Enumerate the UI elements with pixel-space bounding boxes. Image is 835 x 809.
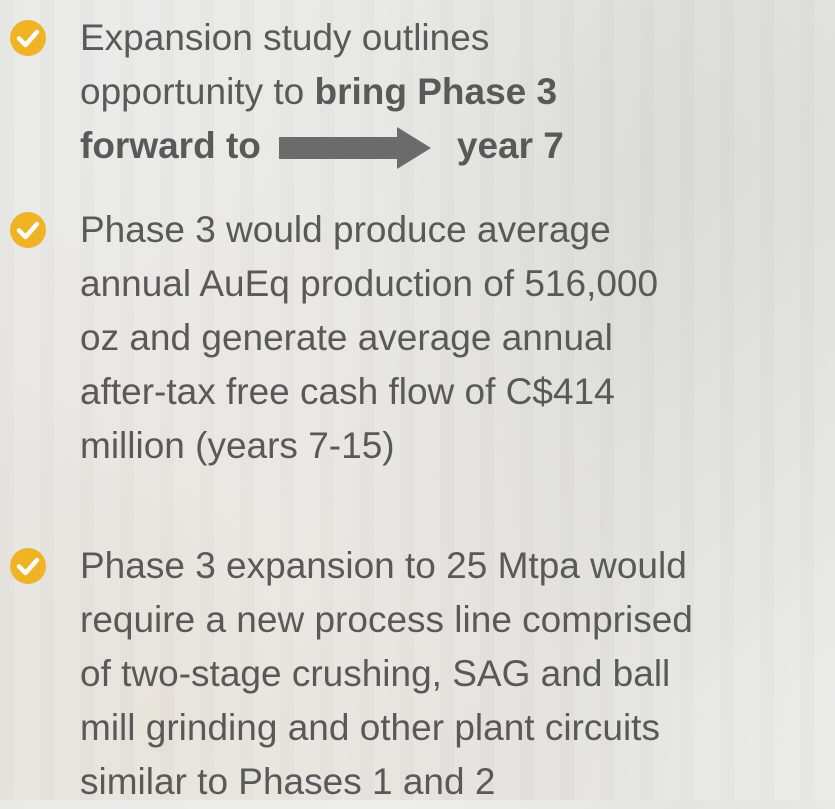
arrow	[278, 127, 431, 170]
check-icon	[10, 212, 46, 248]
text-line: after-tax free cash flow of C$414	[80, 371, 615, 412]
text-line: oz and generate average annual	[80, 317, 613, 358]
check-icon	[10, 20, 46, 56]
bold-text: year 7	[456, 125, 564, 166]
text-line: of two-stage crushing, SAG and ball	[80, 653, 671, 694]
text-line: annual AuEq production of 516,000	[80, 263, 659, 304]
check-icon	[10, 548, 46, 584]
text: Expansion study outlines	[80, 17, 490, 58]
text-line: mill grinding and other plant circuits	[80, 707, 660, 748]
text-line: opportunity to bring Phase 3	[80, 65, 557, 119]
bold-text: forward to	[80, 125, 261, 166]
bold-text: bring Phase 3	[314, 71, 558, 112]
text: opportunity to	[80, 71, 315, 112]
text-line: Phase 3 would produce average	[80, 209, 611, 250]
text-line: million (years 7-15)	[80, 425, 395, 466]
text-line: require a new process line comprised	[80, 599, 693, 640]
text-line: Phase 3 expansion to 25 Mtpa would	[80, 545, 687, 586]
text-line: Expansion study outlines	[80, 11, 489, 65]
text-line: similar to Phases 1 and 2	[80, 761, 496, 802]
text-line: forward to year 7	[80, 119, 564, 173]
